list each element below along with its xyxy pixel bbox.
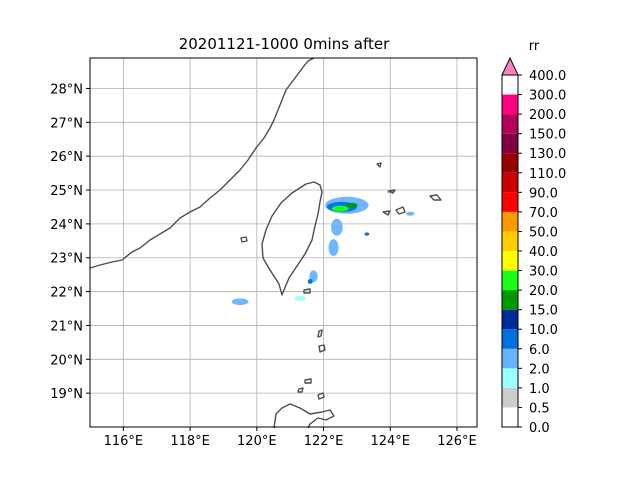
colorbar-swatch xyxy=(502,329,518,349)
colorbar-level-label: 70.0 xyxy=(529,206,558,221)
colorbar-extend-arrow xyxy=(501,56,519,76)
y-tick-label: 25°N xyxy=(50,184,83,199)
rain-area-8 xyxy=(294,295,307,301)
colorbar-swatch xyxy=(502,231,518,251)
y-tick-label: 19°N xyxy=(50,387,83,402)
rain-area-9 xyxy=(231,298,249,306)
y-tick-label: 23°N xyxy=(50,252,83,267)
colorbar-swatch xyxy=(502,368,518,388)
y-tick-label: 22°N xyxy=(50,286,83,301)
colorbar-level-label: 150.0 xyxy=(529,128,566,143)
rain-layer xyxy=(231,190,415,306)
colorbar-swatch xyxy=(502,407,518,427)
colorbar-labels: 0.0 0.5 1.0 2.0 6.0 10.0 15.0 20.0 30.0 40.0 50.0 7… xyxy=(518,69,566,436)
x-tick-label: 124°E xyxy=(370,434,410,449)
colorbar-level-label: 15.0 xyxy=(529,304,558,319)
colorbar-level-label: 90.0 xyxy=(529,186,558,201)
colorbar-swatch xyxy=(502,290,518,310)
colorbar-level-label: 40.0 xyxy=(529,245,558,260)
x-tick-label: 118°E xyxy=(170,434,210,449)
y-tick-label: 24°N xyxy=(50,218,83,233)
colorbar-level-label: 110.0 xyxy=(529,167,566,182)
y-axis-ticks: 19°N 20°N 21°N 22°N 23°N 24°N 25°N 26°N 27°N 28°N xyxy=(50,82,90,402)
map-title: 20201121-1000 0mins after xyxy=(179,35,390,53)
rain-area-5 xyxy=(328,239,339,257)
colorbar-swatch xyxy=(502,251,518,271)
colorbar-swatch xyxy=(502,153,518,173)
colorbar-level-label: 2.0 xyxy=(529,362,550,377)
x-tick-label: 120°E xyxy=(237,434,277,449)
china-coastline xyxy=(89,57,315,269)
colorbar-level-label: 50.0 xyxy=(529,225,558,240)
y-tick-label: 27°N xyxy=(50,116,83,131)
rain-area-7 xyxy=(307,278,313,284)
map-frame xyxy=(89,57,478,428)
colorbar-swatch xyxy=(502,114,518,134)
x-tick-label: 126°E xyxy=(437,434,477,449)
colorbar-level-label: 20.0 xyxy=(529,284,558,299)
taiwan-coastline xyxy=(261,181,323,296)
y-tick-label: 26°N xyxy=(50,150,83,165)
colorbar-level-label: 200.0 xyxy=(529,108,566,123)
colorbar-level-label: 30.0 xyxy=(529,265,558,280)
colorbar-level-label: 400.0 xyxy=(529,69,566,84)
y-tick-label: 20°N xyxy=(50,353,83,368)
luzon-coastline xyxy=(273,403,335,429)
rain-area-4 xyxy=(331,218,343,236)
colorbar-level-label: 1.0 xyxy=(529,382,550,397)
rain-area-2 xyxy=(331,205,349,212)
x-tick-label: 116°E xyxy=(104,434,144,449)
colorbar-level-label: 0.0 xyxy=(529,421,550,436)
colorbar-level-label: 300.0 xyxy=(529,89,566,104)
colorbar-level-label: 0.5 xyxy=(529,401,550,416)
colorbar-swatches xyxy=(501,56,519,428)
colorbar-level-label: 6.0 xyxy=(529,343,550,358)
y-tick-label: 28°N xyxy=(50,82,83,97)
island-coastlines xyxy=(240,162,442,400)
colorbar-swatch xyxy=(502,387,518,408)
colorbar-swatch xyxy=(502,94,518,115)
x-tick-label: 122°E xyxy=(304,434,344,449)
colorbar-swatch xyxy=(502,192,518,212)
coastlines xyxy=(89,57,442,429)
colorbar-swatch xyxy=(502,348,518,369)
colorbar: rr 0.0 0.5 1.0 2.0 6.0 10.0 15.0 20.0 30.0 40.0 50… xyxy=(501,39,566,436)
colorbar-swatch xyxy=(502,133,518,154)
x-axis-ticks: 116°E 118°E 120°E 122°E 124°E 126°E xyxy=(104,427,477,449)
colorbar-swatch xyxy=(502,211,518,232)
colorbar-unit-label: rr xyxy=(529,39,540,54)
colorbar-swatch xyxy=(502,172,518,193)
rain-area-11 xyxy=(406,211,415,216)
gridlines xyxy=(90,58,477,427)
colorbar-level-label: 10.0 xyxy=(529,323,558,338)
rain-area-10 xyxy=(364,232,370,236)
rain-area-3 xyxy=(346,202,358,208)
y-tick-label: 21°N xyxy=(50,319,83,334)
colorbar-swatch xyxy=(502,309,518,330)
colorbar-level-label: 130.0 xyxy=(529,147,566,162)
colorbar-swatch xyxy=(502,270,518,291)
map-area: 116°E 118°E 120°E 122°E 124°E 126°E 19°N 20°N 2… xyxy=(50,57,478,449)
